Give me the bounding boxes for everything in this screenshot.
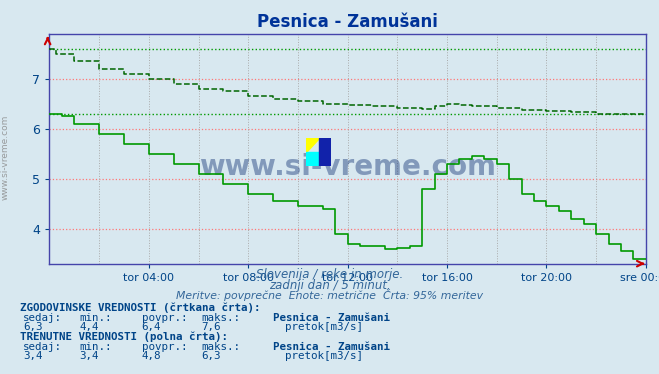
Text: ZGODOVINSKE VREDNOSTI (črtkana črta):: ZGODOVINSKE VREDNOSTI (črtkana črta): [20,303,260,313]
Text: 6,3: 6,3 [201,351,221,361]
Text: 3,4: 3,4 [79,351,99,361]
Text: povpr.:: povpr.: [142,313,187,323]
Text: www.si-vreme.com: www.si-vreme.com [1,114,10,200]
Text: maks.:: maks.: [201,313,240,323]
Text: sedaj:: sedaj: [23,342,62,352]
Text: min.:: min.: [79,313,111,323]
Polygon shape [319,138,331,166]
Text: min.:: min.: [79,342,111,352]
Text: zadnji dan / 5 minut.: zadnji dan / 5 minut. [269,279,390,292]
Text: Pesnica - Zamušani: Pesnica - Zamušani [273,342,391,352]
Text: Pesnica - Zamušani: Pesnica - Zamušani [273,313,391,323]
Text: 4,4: 4,4 [79,322,99,332]
Text: 4,8: 4,8 [142,351,161,361]
Title: Pesnica - Zamušani: Pesnica - Zamušani [257,13,438,31]
Text: 7,6: 7,6 [201,322,221,332]
Polygon shape [306,153,319,166]
Text: pretok[m3/s]: pretok[m3/s] [285,322,362,332]
Text: 6,4: 6,4 [142,322,161,332]
Text: TRENUTNE VREDNOSTI (polna črta):: TRENUTNE VREDNOSTI (polna črta): [20,332,228,342]
Text: www.si-vreme.com: www.si-vreme.com [199,153,496,181]
Text: sedaj:: sedaj: [23,313,62,323]
Text: maks.:: maks.: [201,342,240,352]
Text: 6,3: 6,3 [23,322,43,332]
Text: pretok[m3/s]: pretok[m3/s] [285,351,362,361]
Text: povpr.:: povpr.: [142,342,187,352]
Polygon shape [306,138,319,153]
Text: 3,4: 3,4 [23,351,43,361]
Text: Meritve: povprečne  Enote: metrične  Črta: 95% meritev: Meritve: povprečne Enote: metrične Črta:… [176,289,483,301]
Text: Slovenija / reke in morje.: Slovenija / reke in morje. [256,267,403,280]
